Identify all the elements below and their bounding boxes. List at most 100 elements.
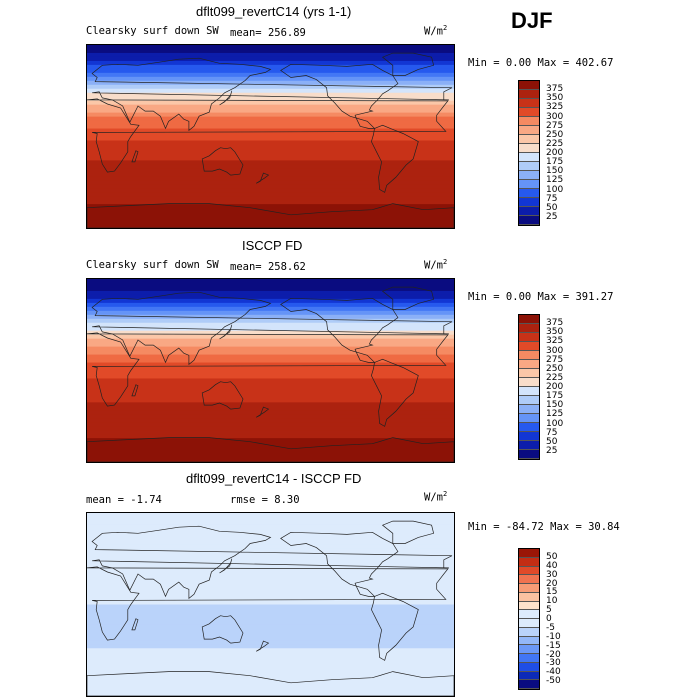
map-band-cell (87, 160, 454, 165)
colorbar-tick-label: 300 (546, 345, 564, 356)
colorbar-tick-label: 175 (546, 391, 564, 402)
colorbar-tick-label: 75 (546, 427, 558, 438)
panel3-title: dflt099_revertC14 - ISCCP FD (186, 471, 362, 486)
map-band-cell (87, 140, 454, 146)
colorbar-swatch (519, 601, 539, 611)
coastline (131, 150, 139, 163)
map-band-cell (87, 636, 454, 641)
colorbar-swatch (519, 432, 539, 441)
colorbar-swatch (519, 207, 539, 216)
map-band-cell (87, 45, 454, 50)
colorbar-swatch (519, 360, 539, 369)
colorbar-swatch (519, 90, 539, 99)
panel3-colorbar (518, 548, 540, 690)
coastline (256, 172, 270, 184)
map-band-cell (87, 608, 454, 614)
map-band-cell (87, 513, 454, 518)
coastline (201, 615, 244, 644)
map-band-cell (87, 48, 454, 54)
map-band-cell (87, 450, 454, 455)
colorbar-tick-label: 275 (546, 120, 564, 131)
map-band-cell (87, 168, 454, 173)
map-band-cell (87, 664, 454, 669)
map-band-cell (87, 216, 454, 221)
panel1-mean-value: 256.89 (267, 27, 306, 39)
map-band-cell (87, 172, 454, 177)
map-band-cell (87, 556, 454, 562)
colorbar-tick-label: 250 (546, 129, 564, 140)
map-band-cell (87, 306, 454, 312)
colorbar-swatch (519, 627, 539, 637)
map-band-cell (87, 180, 454, 185)
colorbar-swatch (519, 662, 539, 672)
colorbar-tick-label: 225 (546, 372, 564, 383)
map-band-cell (87, 434, 454, 439)
panel3-min-max: Min = -84.72 Max = 30.84 (468, 521, 620, 533)
panel2-min-max: Min = 0.00 Max = 391.27 (468, 291, 614, 303)
coastline (91, 291, 453, 366)
panel1-mean: mean= 256.89 (230, 27, 306, 39)
colorbar-swatch (519, 636, 539, 646)
map-band-cell (87, 688, 454, 693)
panel3-mean-label: mean = (86, 494, 124, 506)
map-band-cell (87, 426, 454, 431)
map-band-cell (87, 176, 454, 181)
colorbar-swatch (519, 680, 539, 689)
map-band-cell (87, 604, 454, 610)
colorbar-swatch (519, 171, 539, 180)
map-band-cell (87, 104, 454, 110)
panel1-coastlines (87, 52, 454, 228)
map-band-cell (87, 68, 454, 74)
coastline (219, 90, 233, 106)
map-band-cell (87, 386, 454, 391)
panel2-variable: Clearsky surf down SW (86, 259, 219, 271)
map-band-cell (87, 374, 454, 380)
coastline (280, 297, 399, 363)
map-band-cell (87, 684, 454, 689)
map-band-cell (87, 362, 454, 368)
colorbar-tick-label: 40 (546, 560, 558, 571)
map-band-cell (87, 286, 454, 292)
colorbar-tick-label: 15 (546, 587, 558, 598)
panel1-mean-label: mean= (230, 27, 262, 39)
map-band-cell (87, 552, 454, 558)
map-band-cell (87, 596, 454, 602)
colorbar-swatch (519, 126, 539, 135)
map-band-cell (87, 52, 454, 58)
map-band-cell (87, 350, 454, 356)
colorbar-tick-label: 375 (546, 84, 564, 95)
coastline (371, 592, 419, 661)
panel1-map (86, 44, 455, 229)
colorbar-tick-label: 50 (546, 202, 558, 213)
coastline (280, 531, 399, 597)
map-band-cell (87, 76, 454, 82)
coastline (91, 525, 453, 600)
map-band-cell (87, 192, 454, 197)
map-band-cell (87, 584, 454, 590)
map-band-cell (87, 108, 454, 114)
colorbar-swatch (519, 450, 539, 459)
map-band-cell (87, 128, 454, 134)
colorbar-swatch (519, 566, 539, 576)
colorbar-tick-label: 175 (546, 157, 564, 168)
map-band-cell (87, 540, 454, 546)
panel3-units-sup: 2 (442, 490, 448, 498)
map-band-cell (87, 56, 454, 62)
panel3-mean-value: -1.74 (130, 494, 162, 506)
colorbar-swatch (519, 135, 539, 144)
panel3-map-svg (87, 513, 454, 696)
colorbar-swatch (519, 351, 539, 360)
map-band-cell (87, 334, 454, 340)
colorbar-tick-label: 100 (546, 184, 564, 195)
map-band-cell (87, 616, 454, 622)
coastline (131, 384, 139, 397)
map-band-cell (87, 680, 454, 685)
map-band-cell (87, 282, 454, 288)
map-band-cell (87, 64, 454, 70)
panel2-title: ISCCP FD (242, 238, 303, 253)
colorbar-swatch (519, 324, 539, 333)
map-band-cell (87, 398, 454, 403)
colorbar-tick-label: 375 (546, 318, 564, 329)
map-band-cell (87, 402, 454, 407)
colorbar-tick-label: 10 (546, 596, 558, 607)
